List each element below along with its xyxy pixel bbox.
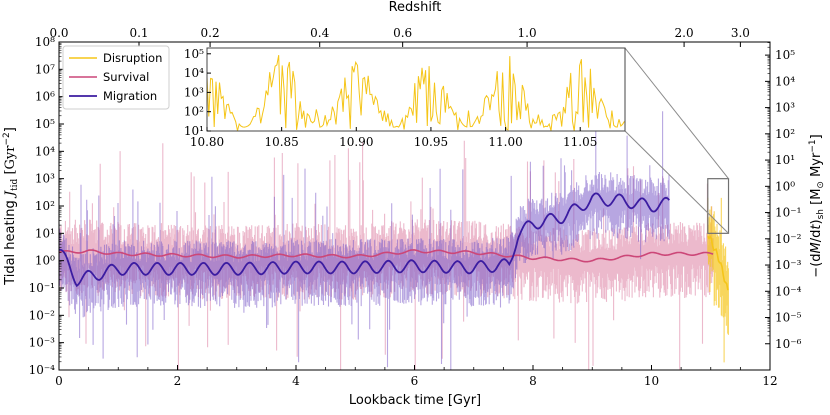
- redshift-tick-label: 0.6: [393, 26, 412, 40]
- right-y-tick-label: 10⁴: [775, 74, 795, 88]
- right-y-tick-label: 10¹: [775, 153, 795, 167]
- right-y-tick-label: 10⁻⁶: [775, 337, 802, 351]
- x-tick-label: 0: [55, 374, 63, 388]
- inset-x-ticks: 10.80 10.85 10.90 10.95 11.00 11.05: [190, 127, 597, 149]
- inset-x-tick-label: 10.80: [190, 135, 224, 149]
- right-y-tick-label: 10⁰: [775, 179, 795, 193]
- left-y-tick-label: 10⁴: [35, 144, 55, 158]
- inset-y-ticks: 10¹ 10² 10³ 10⁴ 10⁵: [184, 47, 211, 138]
- right-y-tick-label: 10⁵: [775, 48, 795, 62]
- right-y-tick-label: 10⁻³: [775, 258, 802, 272]
- legend: Disruption Survival Migration: [62, 45, 170, 110]
- left-y-tick-label: 10⁷: [35, 62, 55, 76]
- inset-x-tick-label: 11.05: [563, 135, 597, 149]
- right-y-tick-label: 10⁻¹: [775, 206, 801, 220]
- inset-y-tick-label: 10³: [184, 85, 204, 99]
- zoom-connector-line: [624, 130, 729, 234]
- left-y-tick-label: 10⁻³: [29, 336, 56, 350]
- x-axis-label: Lookback time [Gyr]: [349, 393, 481, 408]
- inset-y-tick-label: 10⁴: [184, 66, 204, 80]
- x-axis-ticks: 0 2 4 6 8 10 12: [55, 365, 778, 388]
- inset-frame: [206, 47, 626, 132]
- inset-disruption-line: [207, 55, 625, 131]
- legend-label-survival: Survival: [103, 70, 149, 84]
- zoom-connector-line: [624, 47, 729, 179]
- legend-box: [62, 45, 170, 110]
- left-y-tick-label: 10¹: [35, 226, 55, 240]
- right-y-tick-label: 10⁻⁵: [775, 311, 802, 325]
- redshift-tick-label: 3.0: [731, 26, 750, 40]
- inset-panel: 10.80 10.85 10.90 10.95 11.00 11.05 10¹ 10² 10³…: [184, 47, 626, 149]
- survival-series-line: [59, 249, 714, 263]
- redshift-axis-label: Redshift: [389, 0, 442, 15]
- left-y-tick-label: 10²: [35, 199, 55, 213]
- right-y-axis-ticks: 10⁻⁶ 10⁻⁵ 10⁻⁴ 10⁻³ 10⁻² 10⁻¹ 10⁰ 10¹ 10² 10³ 10⁴ 1…: [765, 42, 802, 351]
- inset-x-tick-label: 11.00: [488, 135, 522, 149]
- left-y-axis-label: Tidal heating Jtid [Gyr−2]: [2, 127, 20, 286]
- migration-series-line: [59, 192, 670, 288]
- redshift-tick-label: 0.0: [49, 26, 68, 40]
- right-y-axis-label: −(dM/dt)sh [M⊙ Myr−1]: [808, 134, 826, 277]
- redshift-tick-label: 1.0: [518, 26, 537, 40]
- redshift-axis-ticks: 0.0 0.1 0.2 0.4 0.6 1.0 2.0 3.0: [49, 26, 750, 47]
- inset-y-tick-label: 10⁵: [184, 47, 204, 61]
- right-y-tick-label: 10²: [775, 127, 795, 141]
- redshift-tick-label: 0.4: [310, 26, 329, 40]
- x-tick-label: 6: [411, 374, 419, 388]
- inset-y-tick-label: 10²: [184, 105, 204, 119]
- left-y-tick-label: 10⁸: [35, 35, 55, 49]
- left-y-tick-label: 10⁻⁴: [29, 363, 56, 377]
- redshift-tick-label: 0.2: [201, 26, 220, 40]
- redshift-tick-label: 0.1: [129, 26, 148, 40]
- inset-x-tick-label: 10.95: [414, 135, 448, 149]
- x-tick-label: 8: [529, 374, 537, 388]
- left-y-tick-label: 10⁵: [35, 117, 55, 131]
- left-y-tick-label: 10³: [35, 172, 55, 186]
- zoom-region-box: [707, 178, 730, 234]
- inset-y-tick-label: 10¹: [184, 124, 204, 138]
- redshift-tick-label: 2.0: [675, 26, 694, 40]
- inset-x-tick-label: 10.85: [264, 135, 298, 149]
- x-tick-label: 2: [174, 374, 182, 388]
- left-y-tick-label: 10⁰: [35, 254, 55, 268]
- x-tick-label: 10: [644, 374, 659, 388]
- legend-label-disruption: Disruption: [103, 51, 162, 65]
- x-tick-label: 12: [762, 374, 777, 388]
- left-y-axis-ticks: 10⁻⁴ 10⁻³ 10⁻² 10⁻¹ 10⁰ 10¹ 10² 10³ 10⁴ 10⁵ 10⁶ 10⁷…: [29, 35, 64, 377]
- disruption-series-line: [707, 235, 729, 291]
- right-y-tick-label: 10³: [775, 101, 795, 115]
- inset-x-tick-label: 10.90: [339, 135, 373, 149]
- x-tick-label: 4: [292, 374, 300, 388]
- left-y-tick-label: 10⁶: [35, 90, 55, 104]
- right-y-tick-label: 10⁻⁴: [775, 284, 802, 298]
- left-y-tick-label: 10⁻¹: [29, 281, 55, 295]
- left-y-tick-label: 10⁻²: [29, 308, 56, 322]
- legend-label-migration: Migration: [103, 89, 157, 103]
- right-y-tick-label: 10⁻²: [775, 232, 802, 246]
